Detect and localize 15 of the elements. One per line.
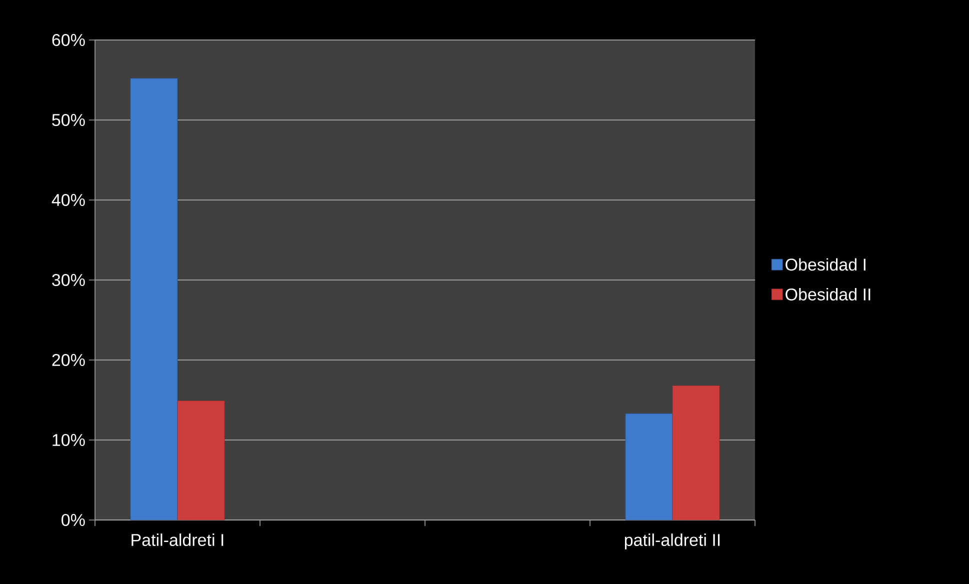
bar — [672, 385, 720, 520]
y-tick-label: 0% — [62, 514, 85, 526]
y-tick-label: 30% — [52, 274, 85, 286]
bar — [177, 400, 225, 520]
y-tick-label: 60% — [52, 34, 85, 46]
legend-label: Obesidad II — [786, 288, 870, 300]
y-tick-label: 20% — [52, 354, 85, 366]
legend-label: Obesidad I — [786, 258, 866, 271]
x-tick-label: Patil-aldreti I — [132, 534, 224, 546]
y-tick-label: 10% — [52, 434, 85, 446]
y-tick-label: 50% — [52, 114, 85, 126]
bar — [130, 78, 178, 520]
x-tick-label: patil-aldreti II — [624, 534, 720, 550]
bar — [625, 413, 673, 520]
y-tick-label: 40% — [52, 194, 85, 206]
